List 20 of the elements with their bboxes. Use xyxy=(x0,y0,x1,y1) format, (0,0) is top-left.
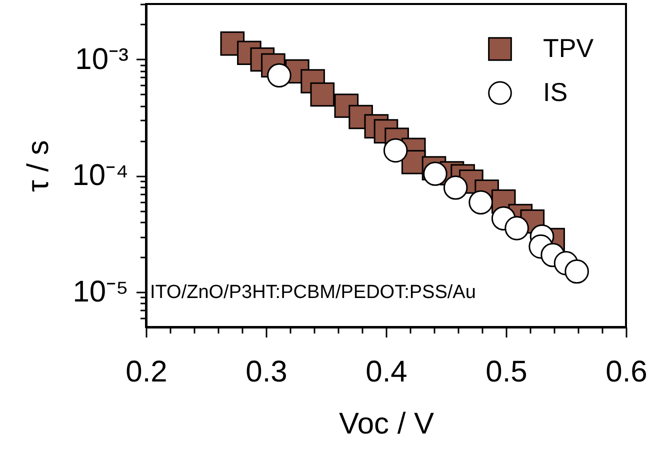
x-tick-label: 0.6 xyxy=(606,356,648,388)
y-axis-title: τ / s xyxy=(22,140,56,192)
legend-label: TPV xyxy=(543,33,594,63)
x-tick-label: 0.2 xyxy=(126,356,168,388)
point xyxy=(468,190,493,215)
point xyxy=(423,162,448,186)
point xyxy=(504,216,529,240)
point xyxy=(267,63,292,88)
x-tick-label: 0.5 xyxy=(486,356,528,388)
y-tick-label: 10⁻⁵ xyxy=(72,276,128,308)
x-axis-title: Voc / V xyxy=(338,408,434,440)
legend-label: IS xyxy=(543,77,568,107)
point xyxy=(383,138,408,163)
annotation: ITO/ZnO/P3HT:PCBM/PEDOT:PSS/Au xyxy=(150,282,476,303)
y-tick-label: 10⁻⁴ xyxy=(72,159,128,192)
x-tick-label: 0.3 xyxy=(246,356,288,388)
point xyxy=(310,82,335,107)
x-tick-label: 0.4 xyxy=(366,356,408,388)
y-tick-label: 10⁻³ xyxy=(75,42,129,76)
point xyxy=(443,176,468,200)
